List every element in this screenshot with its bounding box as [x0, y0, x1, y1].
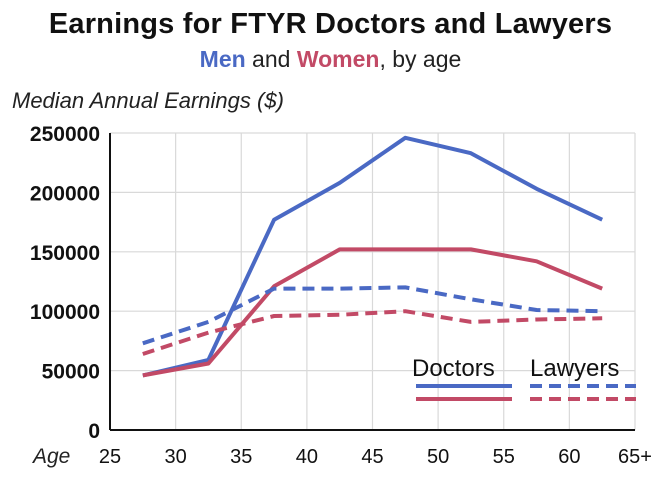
chart-title: Earnings for FTYR Doctors and Lawyers: [48, 8, 613, 40]
y-tick-label: 200000: [30, 182, 100, 205]
subtitle-men: Men: [199, 46, 246, 72]
chart-subtitle: Men and Women, by age: [0, 46, 661, 73]
subtitle-women: Women: [296, 46, 380, 72]
x-tick-label: 25: [99, 446, 121, 468]
y-axis-label: Median Annual Earnings ($): [12, 88, 284, 113]
x-tick-label: 45: [361, 446, 383, 468]
y-tick-label: 150000: [30, 242, 100, 265]
grid-lines: [110, 132, 636, 430]
legend: Doctors Lawyers: [412, 355, 636, 401]
tick-labels: 25 30 35 40 45 50 55 60 65+ 0 50000 100000 150000 200…: [30, 123, 652, 468]
series-lines: [142, 135, 604, 378]
series-line-doctors-men: [142, 135, 604, 378]
x-tick-label: 40: [296, 446, 318, 468]
y-tick-label: 250000: [30, 123, 100, 146]
legend-header-doctors: Doctors: [412, 355, 495, 382]
x-tick-label: 50: [427, 446, 449, 468]
series-line-lawyers-women: [142, 309, 603, 356]
subtitle-rest: , by age: [379, 46, 462, 72]
y-tick-label: 0: [88, 420, 100, 443]
subtitle-and: and: [245, 46, 297, 72]
x-axis-label: Age: [31, 445, 70, 468]
legend-header-lawyers: Lawyers: [530, 355, 619, 382]
y-tick-label: 100000: [30, 301, 100, 324]
series-line-doctors-women: [142, 247, 603, 378]
x-tick-label: 65+: [618, 446, 652, 468]
x-tick-label: 35: [230, 446, 252, 468]
axes: [109, 133, 635, 431]
x-tick-label: 30: [165, 446, 187, 468]
x-tick-label: 60: [558, 446, 580, 468]
x-tick-label: 55: [493, 446, 515, 468]
series-line-lawyers-men: [142, 285, 603, 346]
y-tick-label: 50000: [42, 361, 100, 384]
